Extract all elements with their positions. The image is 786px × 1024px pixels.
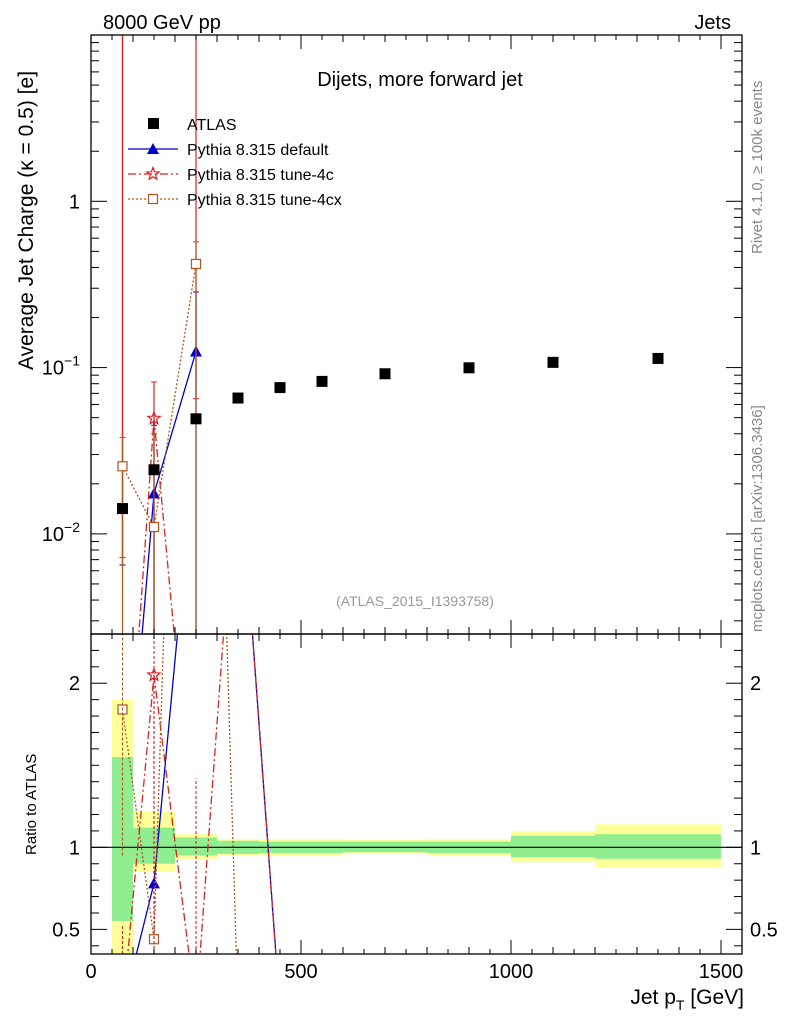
data-point-tune4cx bbox=[117, 461, 128, 472]
chart-title: Dijets, more forward jet bbox=[317, 69, 523, 91]
x-tick-label: 0 bbox=[85, 961, 96, 983]
y-axis-title: Average Jet Charge (κ = 0.5) [e] bbox=[15, 71, 38, 370]
atlas-data-point bbox=[463, 362, 475, 374]
legend-entry-default: Pythia 8.315 default bbox=[128, 142, 329, 159]
ratio-line-default bbox=[135, 634, 277, 954]
atlas-data-point bbox=[316, 375, 328, 387]
legend-label-default: Pythia 8.315 default bbox=[187, 142, 329, 159]
x-tick-label: 500 bbox=[284, 961, 317, 983]
ratio-line-tune4c bbox=[127, 634, 277, 954]
rivet-version-label: Rivet 4.1.0, ≥ 100k events bbox=[749, 81, 766, 254]
x-axis-title: Jet pT [GeV] bbox=[630, 986, 744, 1013]
atlas-data-point bbox=[547, 356, 559, 368]
legend-entry-tune4c: Pythia 8.315 tune-4c bbox=[128, 165, 334, 184]
y-tick-label: 10−2 bbox=[42, 519, 80, 546]
atlas-data-point bbox=[232, 392, 244, 404]
ratio-tick-label-left: 2 bbox=[69, 673, 80, 695]
ratio-tick-label-right: 0.5 bbox=[750, 919, 778, 941]
legend-label-atlas: ATLAS bbox=[187, 117, 237, 134]
ratio-band-inner bbox=[511, 835, 595, 858]
legend-entry-tune4cx: Pythia 8.315 tune-4cx bbox=[128, 192, 342, 209]
analysis-watermark: (ATLAS_2015_I1393758) bbox=[336, 593, 494, 609]
atlas-data-point bbox=[379, 368, 391, 380]
atlas-data-point bbox=[652, 352, 664, 364]
ratio-plot-frame bbox=[90, 633, 743, 955]
data-point-tune4c bbox=[146, 410, 162, 426]
ratio-plot-series bbox=[117, 634, 277, 954]
atlas-data-point bbox=[274, 382, 286, 394]
axis-ticks: 0 500 1000 1500 10−2 10−1 1 0.5 0.5 1 1 2 2 bbox=[42, 35, 778, 983]
ratio-axis-title: Ratio to ATLAS bbox=[23, 754, 40, 855]
legend-marker-default bbox=[147, 143, 159, 154]
main-plot-series bbox=[117, 35, 664, 634]
mcplots-label: mcplots.cern.ch [arXiv:1306.3436] bbox=[749, 405, 766, 632]
ratio-tick-label-right: 2 bbox=[750, 673, 761, 695]
ratio-tick-label-left: 0.5 bbox=[52, 919, 80, 941]
series-line-tune4c bbox=[138, 418, 175, 634]
legend-marker-tune4c bbox=[145, 165, 161, 181]
y-tick-label: 10−1 bbox=[42, 353, 80, 380]
legend-marker-atlas bbox=[148, 118, 159, 129]
data-point-tune4cx bbox=[148, 521, 160, 533]
energy-label: 8000 GeV pp bbox=[103, 12, 221, 34]
ratio-tick-label-right: 1 bbox=[750, 837, 761, 859]
plot-frames bbox=[90, 34, 743, 955]
atlas-data-point bbox=[148, 464, 160, 476]
ratio-tick-label-left: 1 bbox=[69, 837, 80, 859]
legend-label-tune4cx: Pythia 8.315 tune-4cx bbox=[187, 192, 342, 209]
atlas-data-point bbox=[190, 413, 202, 425]
data-point-tune4cx bbox=[190, 258, 202, 270]
legend: ATLAS Pythia 8.315 default Pythia 8.315 … bbox=[128, 117, 342, 209]
x-tick-label: 1000 bbox=[489, 961, 534, 983]
x-tick-label: 1500 bbox=[699, 961, 744, 983]
category-label: Jets bbox=[694, 12, 731, 34]
series-line-tune4cx bbox=[121, 263, 197, 530]
legend-entry-atlas: ATLAS bbox=[148, 117, 237, 134]
legend-marker-tune4cx bbox=[147, 193, 159, 205]
ratio-band-inner bbox=[595, 834, 721, 859]
atlas-data-point bbox=[117, 503, 128, 515]
legend-label-tune4c: Pythia 8.315 tune-4c bbox=[187, 167, 334, 184]
y-tick-label: 1 bbox=[69, 191, 80, 213]
ratio-uncertainty-bands bbox=[112, 699, 721, 954]
